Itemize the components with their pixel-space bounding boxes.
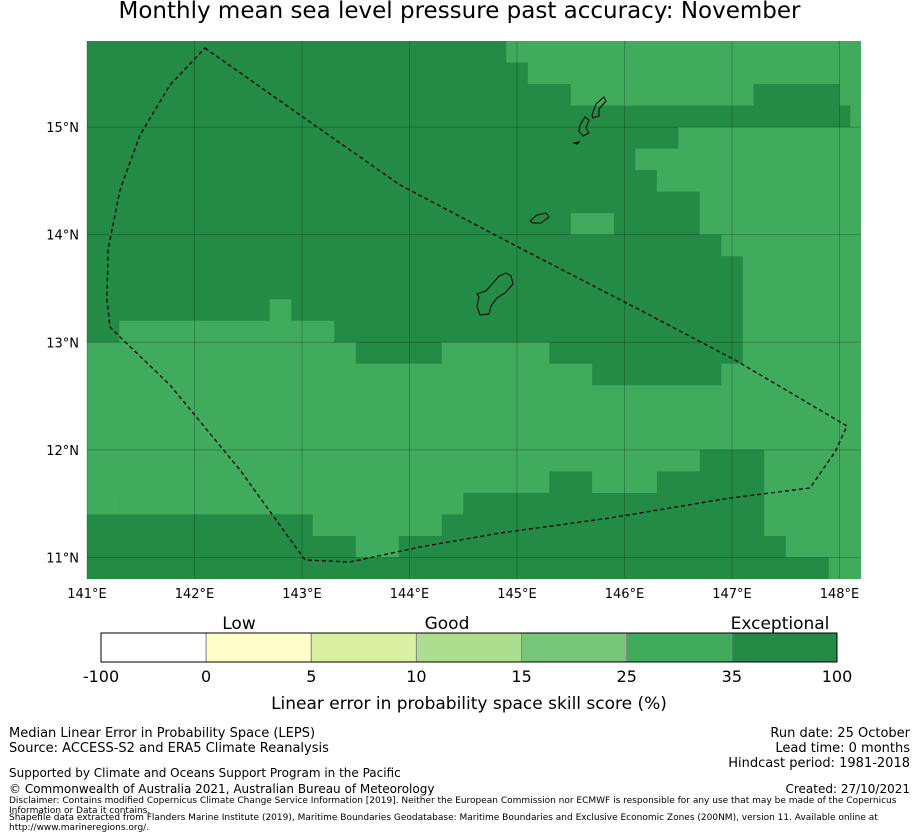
- run-date: Run date: 25 October: [770, 726, 910, 741]
- colorbar-bin: [415, 632, 523, 663]
- map-title: Monthly mean sea level pressure past acc…: [118, 0, 801, 24]
- footer-disclaimer: Disclaimer: Contains modified Copernicus…: [9, 796, 897, 816]
- lat-tick-label: 11°N: [46, 551, 79, 566]
- colorbar-tick-label: 100: [822, 667, 853, 686]
- footer-source: Source: ACCESS-S2 and ERA5 Climate Reana…: [9, 741, 329, 756]
- category-good: Good: [425, 614, 470, 634]
- footer-support: Supported by Climate and Oceans Support …: [9, 766, 401, 780]
- hindcast-period: Hindcast period: 1981-2018: [728, 756, 910, 771]
- skill-grid: [87, 41, 851, 579]
- colorbar: Low Good Exceptional -100 0 5 10 15 25 35 100 L…: [83, 614, 852, 714]
- colorbar-tick-label: 35: [722, 667, 742, 686]
- colorbar-tick-label: 25: [617, 667, 637, 686]
- saipan-island: [591, 96, 607, 119]
- aguijan-island: [572, 141, 581, 145]
- lat-tick-label: 15°N: [46, 121, 79, 136]
- colorbar-tick-label: 10: [406, 667, 426, 686]
- colorbar-bin: [100, 632, 207, 663]
- colorbar-tick-label: 0: [201, 667, 211, 686]
- good-patch-rota: [570, 213, 614, 235]
- footer-copyright: © Commonwealth of Australia 2021, Austra…: [9, 782, 435, 796]
- graticule: [86, 41, 861, 579]
- created-date: Created: 27/10/2021: [785, 782, 910, 796]
- lat-tick-label: 13°N: [46, 336, 79, 351]
- good-patch-south: [592, 471, 657, 493]
- colorbar-bin: [205, 632, 312, 663]
- lon-tick-label: 142°E: [175, 587, 215, 602]
- colorbar-tick-label: 5: [306, 667, 316, 686]
- colorbar-tick-label: -100: [83, 667, 119, 686]
- map-area: [86, 41, 861, 579]
- colorbar-tick-label: 15: [511, 667, 531, 686]
- colorbar-bin: [310, 632, 417, 663]
- lon-tick-label: 147°E: [712, 587, 752, 602]
- lon-tick-label: 144°E: [390, 587, 430, 602]
- colorbar-axis-label: Linear error in probability space skill …: [271, 694, 667, 714]
- lat-tick-label: 12°N: [46, 444, 79, 459]
- lon-tick-label: 141°E: [67, 587, 107, 602]
- exceptional-region-north: [87, 41, 851, 386]
- colorbar-outline: [100, 632, 838, 663]
- eez-boundary: [106, 47, 848, 563]
- lon-tick-label: 143°E: [282, 587, 322, 602]
- footer-shapefile: Shapefile data extracted from Flanders M…: [9, 813, 878, 833]
- lon-tick-label: 146°E: [605, 587, 645, 602]
- edge-patch: [87, 492, 120, 515]
- lat-tick-label: 14°N: [46, 229, 79, 244]
- rota-island: [529, 212, 550, 224]
- lon-tick-label: 145°E: [497, 587, 537, 602]
- guam-island: [476, 272, 514, 316]
- lon-tick-label: 148°E: [820, 587, 860, 602]
- category-low: Low: [222, 614, 256, 634]
- exceptional-region-south: [87, 449, 829, 579]
- category-exceptional: Exceptional: [731, 614, 830, 634]
- colorbar-tick-labels: -100 0 5 10 15 25 35 100: [83, 667, 852, 686]
- longitude-tick-labels: 141°E 142°E 143°E 144°E 145°E 146°E 147°E 148°E: [67, 587, 859, 602]
- tinian-island: [578, 116, 590, 137]
- colorbar-bins: [100, 632, 838, 663]
- lead-time: Lead time: 0 months: [775, 741, 910, 756]
- footer-method: Median Linear Error in Probability Space…: [9, 726, 316, 741]
- colorbar-bin: [626, 632, 733, 663]
- colorbar-bin: [731, 632, 838, 663]
- latitude-tick-labels: 15°N 14°N 13°N 12°N 11°N: [46, 121, 79, 566]
- colorbar-bin: [521, 632, 628, 663]
